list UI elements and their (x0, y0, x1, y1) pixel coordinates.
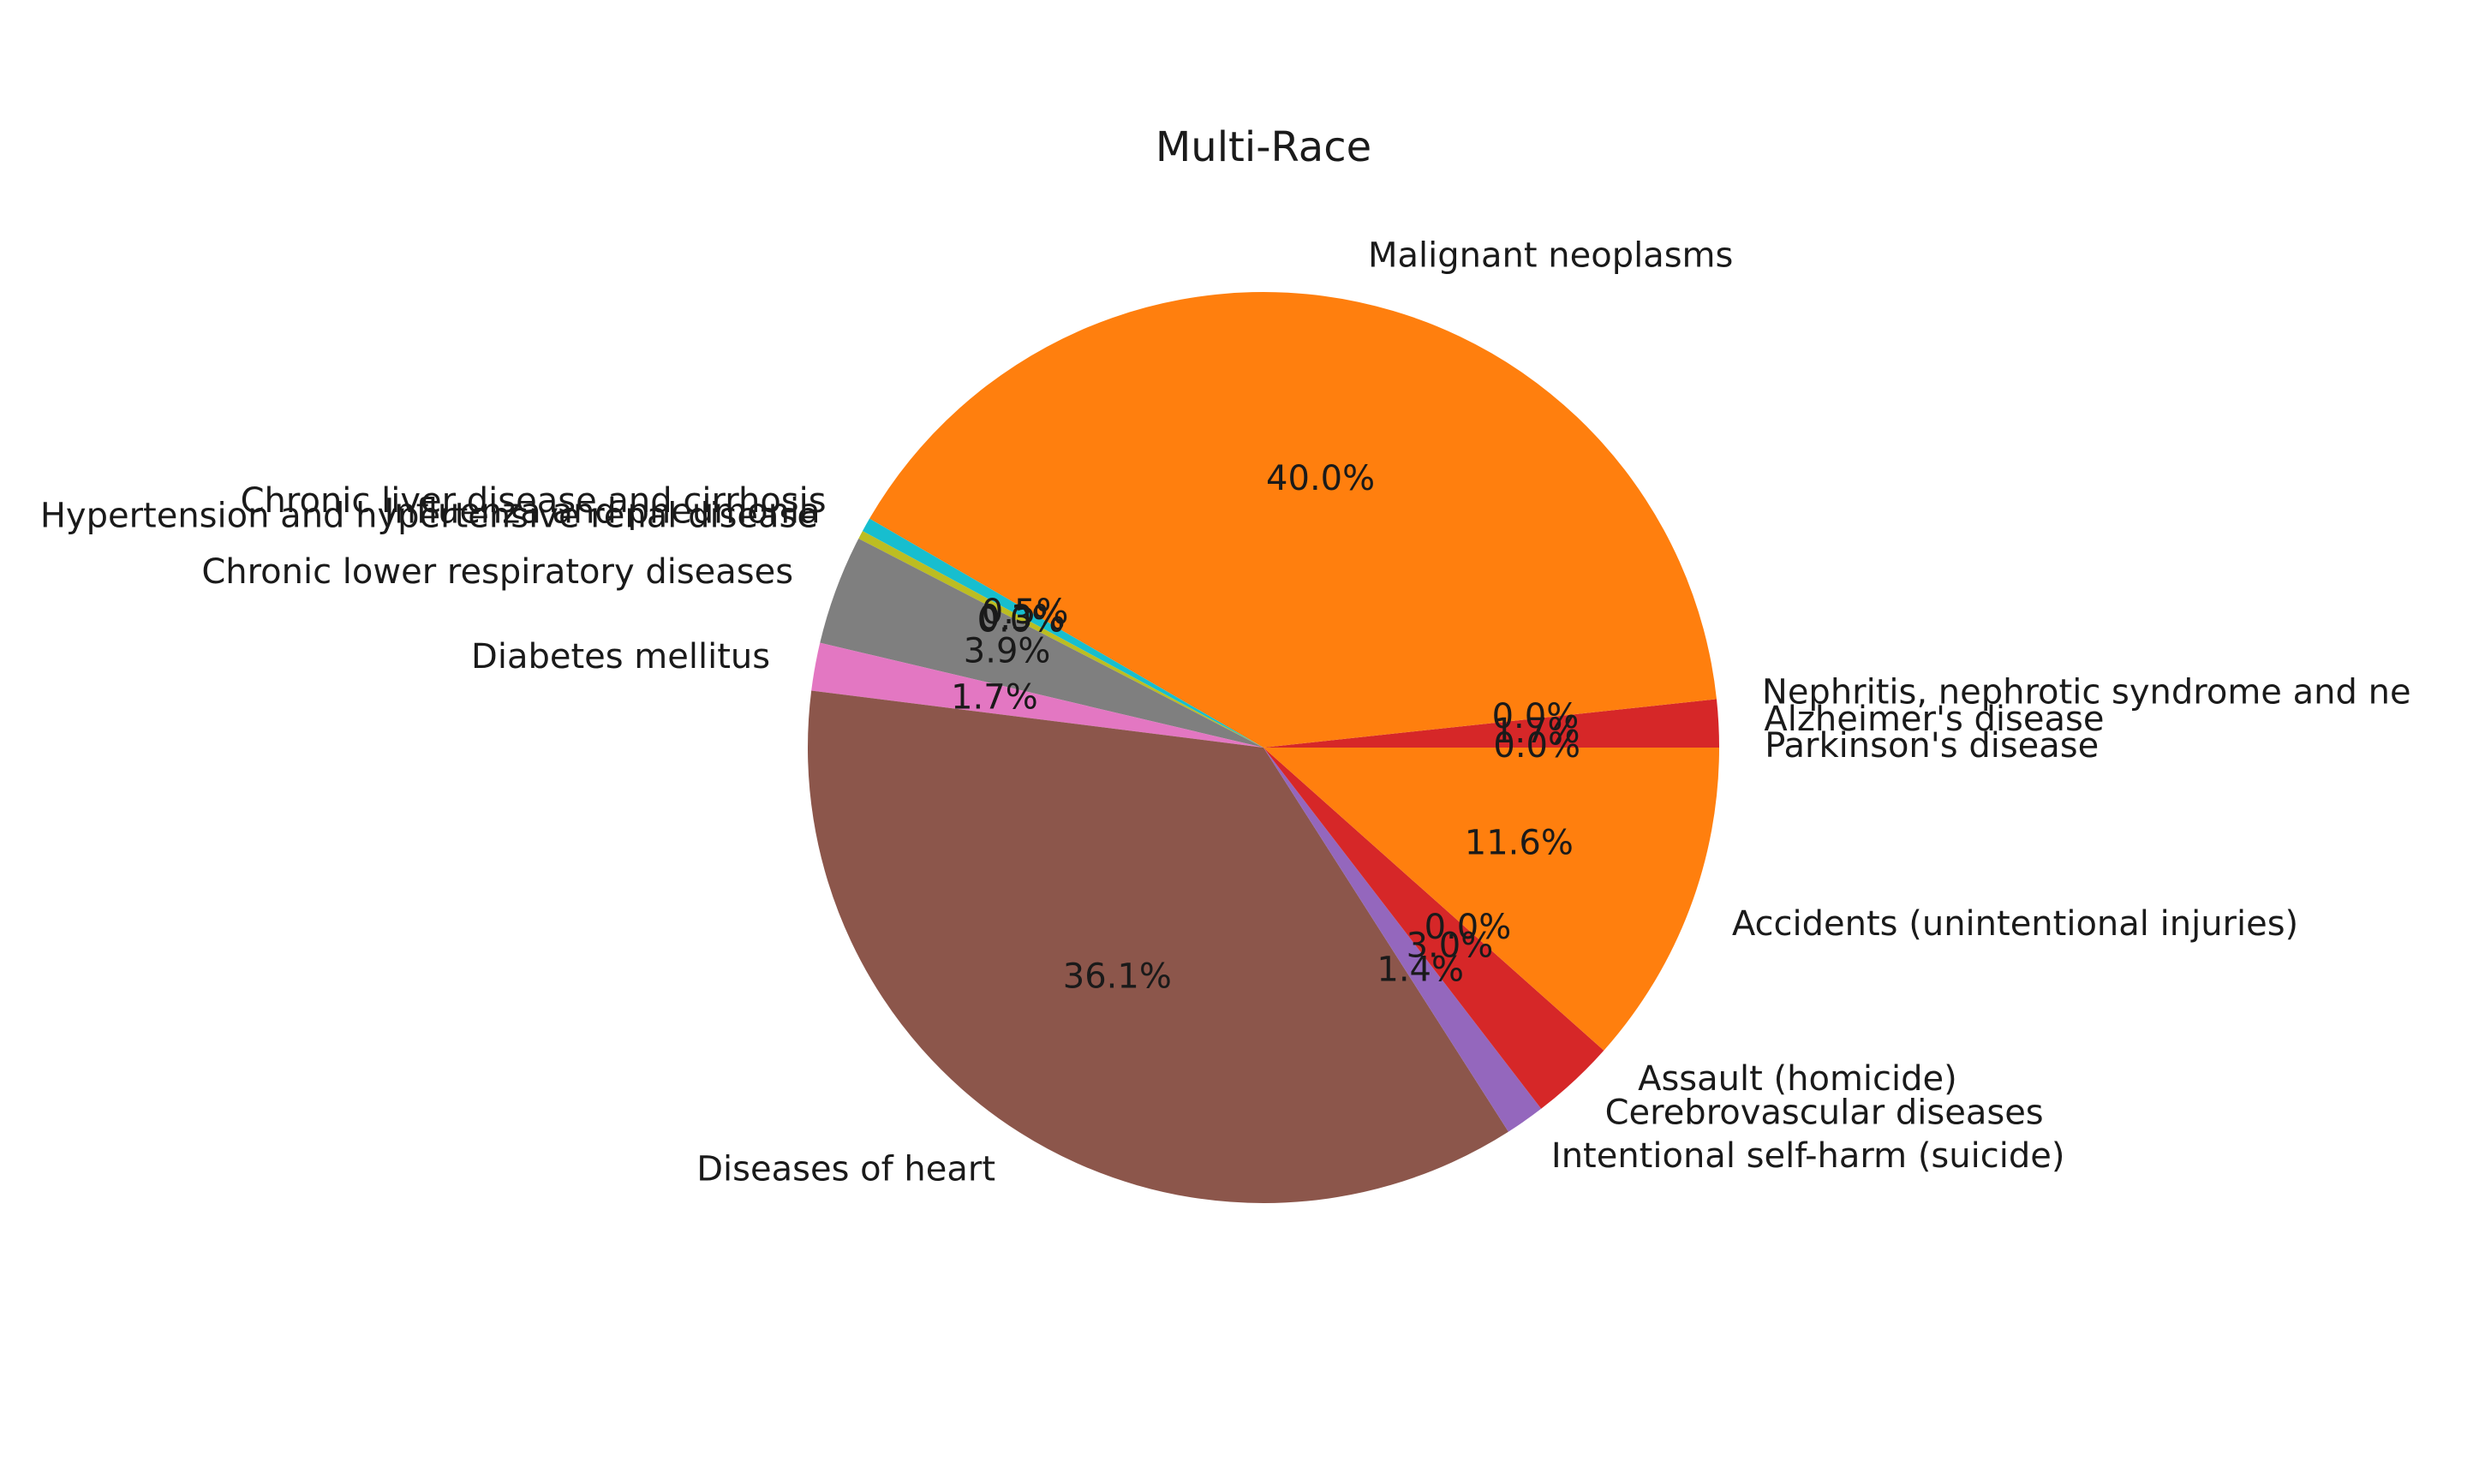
slice-label-alzheimer-s-disease: Alzheimer's disease (1764, 700, 2104, 739)
pct-label-chronic-lower-respiratory-diseases: 3.9% (964, 631, 1051, 670)
pie-slice-accidents-unintentional-injuries (1263, 748, 1719, 1051)
percent-labels: 0.0%1.7%0.0%40.0%0.5%0.3%0.0%3.9%1.7%36.… (951, 459, 1580, 997)
pie-slices (808, 292, 1719, 1203)
slice-label-diseases-of-heart: Diseases of heart (696, 1150, 995, 1189)
pct-label-diabetes-mellitus: 1.7% (951, 677, 1038, 717)
slice-label-chronic-lower-respiratory-diseases: Chronic lower respiratory diseases (201, 552, 793, 592)
pct-label-nephritis-nephrotic-syndrome-and-ne: 0.0% (1492, 697, 1580, 736)
slice-label-parkinson-s-disease: Parkinson's disease (1765, 726, 2099, 766)
pct-label-cerebrovascular-diseases: 3.0% (1407, 927, 1494, 966)
pie-slice-chronic-liver-disease-and-cirrhosis (862, 518, 1263, 748)
pct-label-accidents-unintentional-injuries: 11.6% (1465, 824, 1574, 863)
pct-label-intentional-self-harm-suicide: 1.4% (1377, 950, 1464, 989)
chart-title: Multi-Race (1156, 123, 1371, 171)
pie-slice-influenza-and-pneumonia (858, 531, 1263, 748)
slice-label-malignant-neoplasms: Malignant neoplasms (1368, 236, 1733, 276)
slice-label-diabetes-mellitus: Diabetes mellitus (471, 637, 770, 676)
pct-label-malignant-neoplasms: 40.0% (1266, 459, 1375, 498)
pie-slice-alzheimer-s-disease (1263, 699, 1719, 748)
pct-label-alzheimer-s-disease: 1.7% (1493, 712, 1580, 751)
pie-slice-chronic-lower-respiratory-diseases (820, 538, 1263, 748)
pie-slice-diabetes-mellitus (811, 642, 1263, 748)
slice-label-influenza-and-pneumonia: Influenza and pneumonia (385, 492, 821, 532)
slice-label-accidents-unintentional-injuries: Accidents (unintentional injuries) (1732, 904, 2298, 944)
slice-label-cerebrovascular-diseases: Cerebrovascular diseases (1605, 1093, 2044, 1132)
slice-label-assault-homicide: Assault (homicide) (1638, 1059, 1957, 1099)
slice-label-chronic-liver-disease-and-cirrhosis: Chronic liver disease and cirrhosis (241, 481, 827, 521)
slice-label-intentional-self-harm-suicide: Intentional self-harm (suicide) (1551, 1136, 2065, 1176)
slice-label-hypertension-and-hypertensive-renal-disease: Hypertension and hypertensive renal dise… (40, 497, 818, 536)
slice-label-nephritis-nephrotic-syndrome-and-ne: Nephritis, nephrotic syndrome and ne (1762, 673, 2411, 712)
pie-slice-intentional-self-harm-suicide (1263, 748, 1542, 1132)
pct-label-hypertension-and-hypertensive-renal-disease: 0.0% (977, 601, 1065, 641)
pct-label-assault-homicide: 0.0% (1425, 908, 1512, 947)
pie-slice-cerebrovascular-diseases (1263, 748, 1604, 1109)
pie-slice-diseases-of-heart (808, 690, 1508, 1203)
pct-label-influenza-and-pneumonia: 0.3% (978, 599, 1066, 638)
pct-label-parkinson-s-disease: 0.0% (1493, 726, 1580, 766)
pie-slice-malignant-neoplasms (869, 292, 1717, 748)
pct-label-diseases-of-heart: 36.1% (1063, 957, 1172, 997)
pct-label-chronic-liver-disease-and-cirrhosis: 0.5% (982, 593, 1069, 632)
